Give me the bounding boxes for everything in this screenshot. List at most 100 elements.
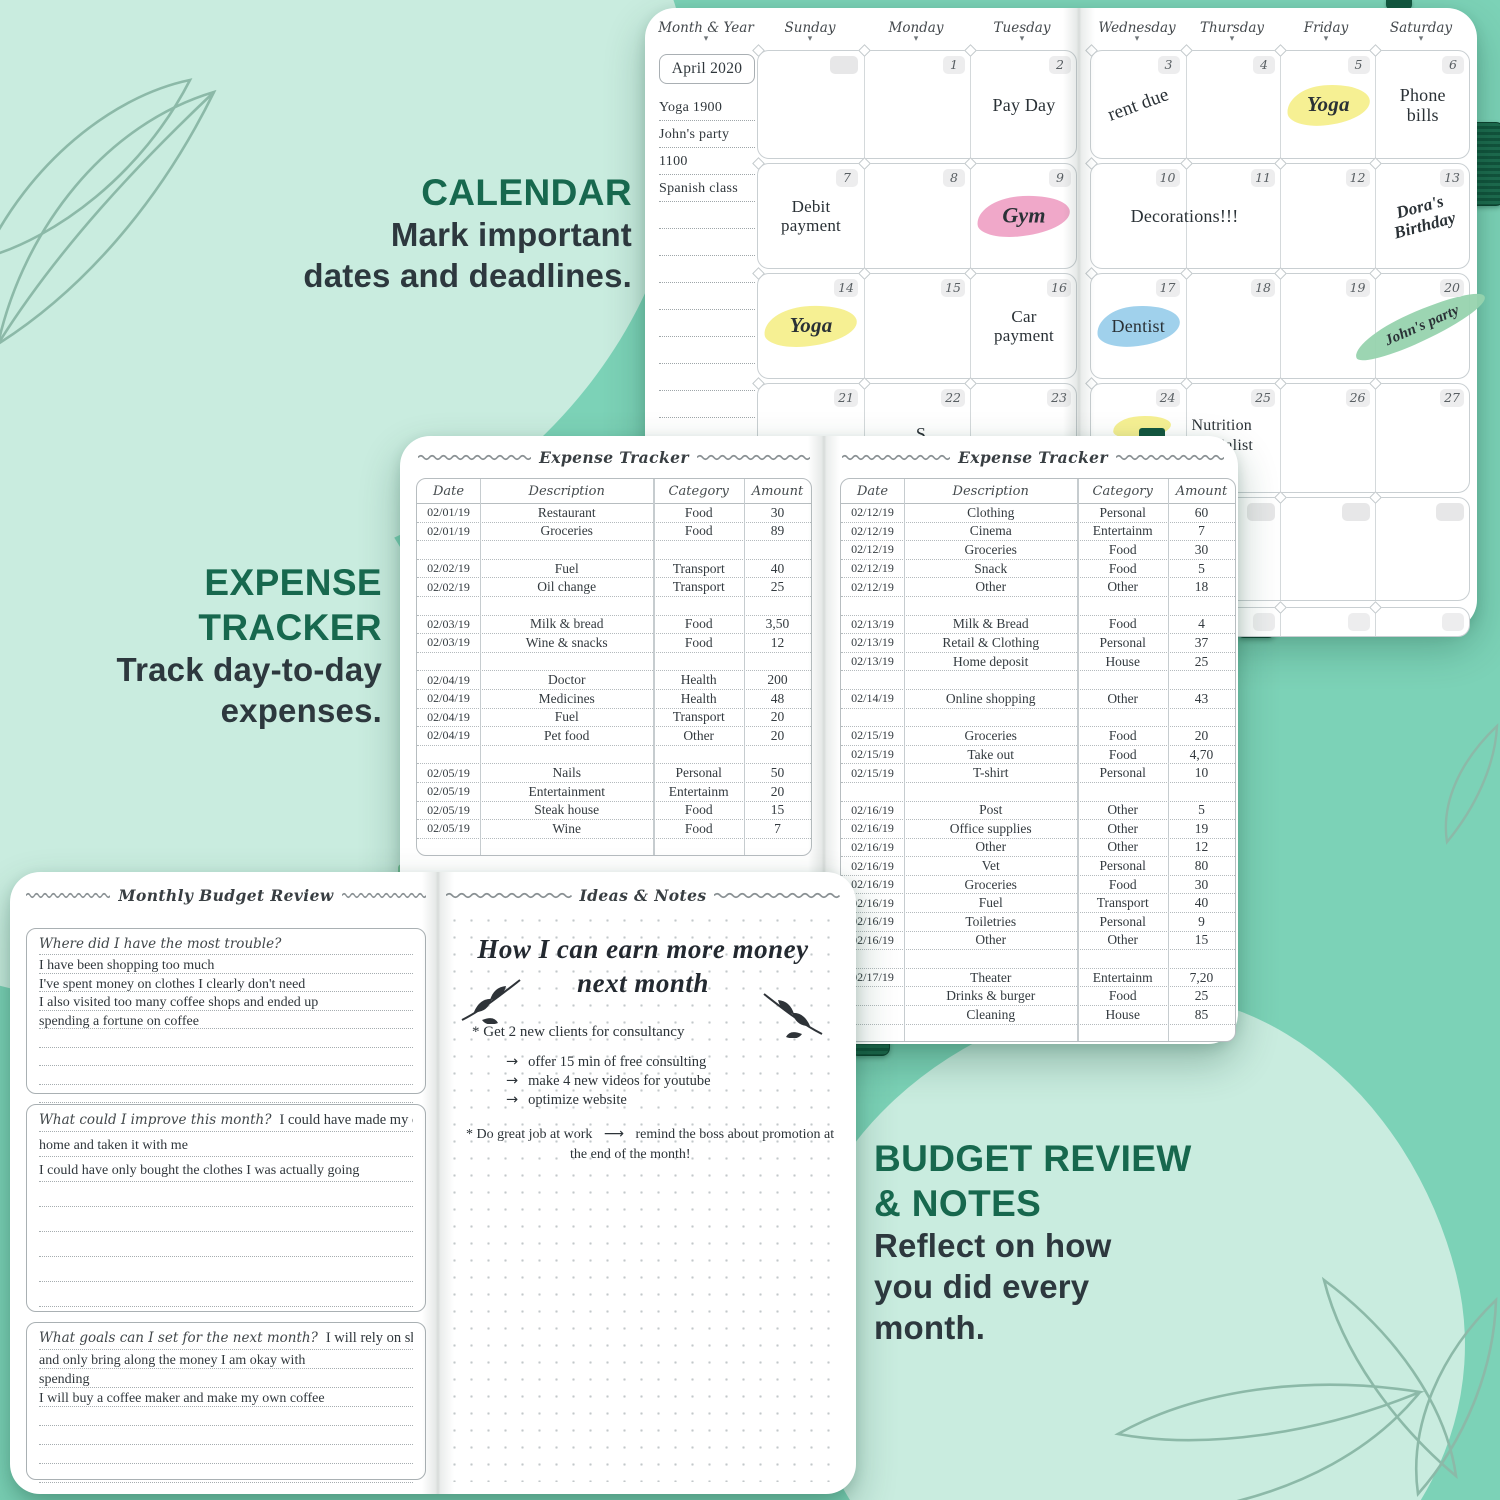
calendar-day-cell — [1374, 498, 1471, 600]
notes-heading-line2: next month — [577, 968, 709, 998]
expense-amount: 43 — [1194, 690, 1209, 706]
expense-date: 02/12/19 — [851, 561, 894, 576]
calendar-event: Dentist — [1111, 315, 1165, 336]
expense-date: 02/13/19 — [851, 654, 894, 669]
prompt-text: What could I improve this month? — [39, 1112, 272, 1128]
expense-date: 02/05/19 — [427, 765, 470, 780]
calendar-sidebar-line — [659, 337, 755, 364]
expense-description: Theater — [970, 969, 1012, 985]
wavy-line — [696, 454, 810, 461]
expense-row: 02/12/19 Other Other 18 — [841, 578, 1235, 597]
expense-category: Transport — [672, 560, 725, 576]
day-header: Friday ▾ — [1271, 20, 1381, 44]
expense-amount: 89 — [770, 523, 785, 539]
expense-amount: 200 — [767, 672, 788, 688]
expense-description: Nails — [552, 765, 581, 781]
expense-date: 02/04/19 — [427, 728, 470, 743]
date-number: 18 — [1251, 279, 1275, 297]
calendar-day-cell: 21 — [758, 384, 864, 492]
expense-date: 02/16/19 — [851, 821, 894, 836]
prompt-line: What goals can I set for the next month?… — [39, 1330, 413, 1350]
expense-description: Medicines — [538, 690, 595, 706]
calendar-sidebar-line — [659, 310, 755, 337]
handwritten-line — [39, 1426, 413, 1445]
expense-amount: 12 — [770, 634, 785, 650]
expense-category: Other — [1107, 579, 1139, 595]
notes-bullet2-result-line2: the end of the month! — [570, 1147, 691, 1162]
expense-amount: 5 — [1198, 802, 1205, 818]
date-number: 17 — [1155, 279, 1180, 297]
calendar-day-cell: 17 Dentist — [1091, 274, 1186, 378]
date-number: 5 — [1347, 56, 1370, 74]
ideas-notes-title: Ideas & Notes — [579, 886, 707, 905]
expense-date: 02/05/19 — [427, 821, 470, 836]
expense-category: Food — [1108, 876, 1137, 892]
expense-feature-label: EXPENSE TRACKER Track day-to-day expense… — [0, 560, 382, 732]
calendar-sidebar-line: Spanish class — [659, 175, 755, 202]
expense-category: Personal — [1099, 504, 1146, 520]
column-divider — [904, 479, 906, 1041]
day-header: Saturday ▾ — [1366, 20, 1476, 44]
date-number — [1347, 613, 1370, 631]
chevron-down-icon: ▾ — [1418, 34, 1424, 44]
expense-description: Doctor — [547, 672, 586, 688]
expense-row: 02/04/19 Pet food Other 20 — [417, 727, 811, 746]
date-number: 20 — [1440, 279, 1464, 297]
expense-amount: 3,50 — [765, 616, 790, 632]
wavy-line — [842, 454, 951, 461]
expense-table-left: Date Description Category Amount 02/01/19 Res… — [416, 478, 812, 856]
handwritten-line: I will buy a coffee maker and make my ow… — [39, 1388, 413, 1407]
handwritten-line — [39, 1232, 413, 1257]
expense-description: Groceries — [964, 876, 1017, 892]
expense-row: 02/01/19 Groceries Food 89 — [417, 523, 811, 542]
handwritten-line — [39, 1085, 413, 1103]
date-number: 15 — [941, 279, 965, 297]
calendar-day-cell: 18 — [1185, 274, 1282, 378]
column-header: Category — [1092, 483, 1153, 499]
expense-row — [417, 653, 811, 672]
expense-row — [841, 783, 1235, 802]
expense-row: 02/05/19 Steak house Food 15 — [417, 802, 811, 821]
leaf-line-art — [1114, 1276, 1498, 1500]
day-header-label: Tuesday — [993, 20, 1051, 36]
expense-date: 02/16/19 — [851, 914, 894, 929]
expense-row: 02/15/19 T-shirt Personal 10 — [841, 764, 1235, 783]
column-header: Date — [432, 483, 465, 499]
expense-description: Other — [975, 839, 1007, 855]
notes-arrow-text: offer 15 min of free consulting — [528, 1054, 707, 1070]
feature-desc-line: expenses. — [220, 692, 382, 730]
expense-category: Health — [680, 672, 717, 688]
expense-date: 02/14/19 — [851, 691, 894, 706]
expense-date: 02/12/19 — [851, 542, 894, 557]
wavy-line — [1115, 454, 1224, 461]
expense-category: Food — [1108, 746, 1137, 762]
expense-row: 02/03/19 Milk & bread Food 3,50 — [417, 616, 811, 635]
expense-tracker-title: Expense Tracker — [539, 448, 689, 467]
handwritten-line — [39, 1407, 413, 1426]
calendar-event: Dora's Birthday — [1392, 191, 1459, 243]
expense-date: 02/03/19 — [427, 616, 470, 631]
handwritten-line — [39, 1257, 413, 1282]
expense-row: 02/05/19 Wine Food 7 — [417, 820, 811, 839]
expense-row — [417, 839, 811, 855]
calendar-sidebar-line — [659, 391, 755, 418]
notes-bullet: * Do great job at work ⟶ remind the boss… — [466, 1126, 834, 1143]
calendar-week-row: 7 Debit payment 8 9 Gym — [752, 157, 1077, 269]
chevron-down-icon: ▾ — [703, 34, 709, 44]
expense-amount: 25 — [1194, 653, 1209, 669]
calendar-sidebar-line — [659, 364, 755, 391]
calendar-event: Car payment — [994, 306, 1054, 345]
month-year-value: April 2020 — [659, 54, 755, 84]
dot-grid — [446, 912, 842, 1482]
expense-description: Oil change — [537, 579, 597, 595]
expense-category: Personal — [1099, 858, 1146, 874]
calendar-day-cell: 14 Yoga — [758, 274, 864, 378]
day-header-label: Sunday — [784, 20, 836, 36]
handwritten-line — [39, 1182, 413, 1207]
notes-arrow-text: make 4 new videos for youtube — [528, 1073, 711, 1089]
calendar-sidebar-line: Yoga 1900 — [659, 94, 755, 121]
expense-category: Food — [1108, 560, 1137, 576]
expense-row: 02/14/19 Online shopping Other 43 — [841, 690, 1235, 709]
expense-date: 02/16/19 — [851, 802, 894, 817]
